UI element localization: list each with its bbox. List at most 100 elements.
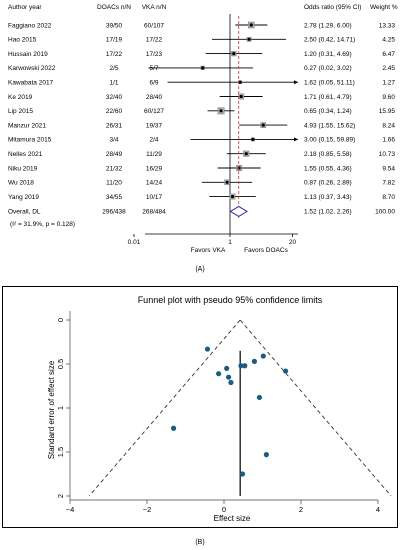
point-estimate [244,152,248,156]
study-or-text: 1.62 (0.05, 51.11) [304,80,355,87]
study-or-text: 0.87 (0.26, 2.89) [304,180,352,187]
study-or-text: 2.50 (0.42, 14.71) [304,37,355,44]
study-vka: 11/29 [146,151,162,158]
study-or-text: 0.65 (0.34, 1.24) [304,108,352,115]
study-point [204,346,211,352]
x-tick-label: −4 [66,505,75,514]
point-estimate [249,23,253,27]
study-point [283,368,289,374]
study-doacs: 1/1 [109,80,118,87]
y-tick-label: 1.5 [56,447,65,457]
study-name: Mitamura 2015 [8,137,52,144]
study-or-text: 1.13 (0.37, 3.43) [304,194,352,201]
point-estimate [201,66,205,70]
funnel-x-ticks: −4 −2 0 2 4 [66,500,380,514]
point-estimate [230,195,235,199]
study-name: Manzur 2021 [8,122,46,129]
study-weight: 9.60 [382,94,395,101]
upper-confidence-limit [239,319,392,497]
x-tick-label: 4 [376,505,380,514]
header-weight: Weight % [370,4,398,11]
overall-diamond [229,205,248,217]
overall-name: Overall, DL [8,209,41,216]
study-vka: 6/9 [149,80,158,87]
forest-plot: Author year DOACs n/N VKA n/N Odds ratio… [8,4,398,273]
study-vka: 10/17 [146,194,163,201]
point-estimate [219,109,223,113]
study-vka: 60/107 [144,22,164,29]
overall-doacs: 296/438 [102,209,126,216]
funnel-limit-lines [88,319,392,497]
study-doacs: 26/31 [106,122,123,129]
study-weight: 15.95 [379,108,396,115]
study-vka: 2/4 [149,137,158,144]
funnel-y-label: Standard error of effect size [47,360,56,459]
study-or-text: 3.00 (0.15, 59.89) [304,137,355,144]
study-name: Nelles 2021 [8,151,43,158]
study-weight: 2.45 [382,65,395,72]
point-estimate [238,80,242,84]
study-point [239,471,246,477]
y-tick-label: 1 [56,406,65,410]
study-doacs: 3/4 [109,137,118,144]
study-name: Lip 2015 [8,108,33,115]
study-vka: 17/22 [146,37,163,44]
study-vka: 14/24 [146,180,163,187]
overall-vka: 268/484 [142,209,166,216]
y-tick-label: 0 [56,318,65,322]
study-point [238,363,244,369]
lower-confidence-limit [88,319,241,497]
study-point [226,374,232,380]
study-doacs: 21/32 [106,165,123,172]
study-weight: 4.25 [382,37,395,44]
ci-arrow [294,80,298,85]
point-estimate [225,180,229,184]
study-doacs: 17/19 [106,37,123,44]
funnel-y-ticks: 0 0.5 1 1.5 2 [56,318,70,498]
study-or-text: 1.71 (0.61, 4.79) [304,94,352,101]
funnel-points [170,346,289,477]
study-name: Wu 2018 [8,180,34,187]
study-point [260,353,266,359]
study-doacs: 34/55 [106,194,123,201]
study-point [256,394,263,401]
funnel-x-label: Effect size [214,514,251,523]
funnel-title: Funnel plot with pseudo 95% confidence l… [138,295,323,305]
study-weight: 1.27 [382,80,395,87]
study-weight: 8.24 [382,122,395,129]
study-vka: 17/23 [146,51,163,58]
header-vka: VKA n/N [142,4,167,11]
study-name: Kawabata 2017 [8,80,54,87]
panel-label-a: (A) [195,266,204,273]
study-point [263,452,269,458]
study-weight: 6.47 [382,51,395,58]
funnel-plot: Funnel plot with pseudo 95% confidence l… [2,286,398,546]
study-or-text: 2.18 (0.85, 5.58) [304,151,352,158]
overall-or-text: 1.52 (1.02, 2.26) [304,209,352,216]
x-tick-label: 0 [222,505,226,514]
study-vka: 28/40 [146,94,163,101]
study-point [216,371,222,377]
study-doacs: 2/5 [109,65,118,72]
study-name: Niku 2019 [8,165,38,172]
study-name: Yang 2019 [8,194,39,201]
study-or-text: 1.55 (0.55, 4.36) [304,165,352,172]
study-doacs: 22/60 [106,108,123,115]
study-weight: 8.70 [382,194,395,201]
study-name: Hao 2015 [8,37,37,44]
x-tick-label: 1 [228,239,232,246]
point-estimate [261,123,265,127]
study-doacs: 32/40 [106,94,123,101]
study-weight: 7.82 [382,180,395,187]
study-or-text: 2.78 (1.29, 6.00) [304,22,352,29]
study-vka: 60/127 [144,108,164,115]
study-name: Karwowski 2022 [8,65,56,72]
study-doacs: 28/49 [106,151,123,158]
study-vka: 19/37 [146,122,163,129]
study-doacs: 39/50 [106,22,123,29]
x-tick-label: −2 [143,505,152,514]
study-vka: 5/7 [149,65,158,72]
funnel-panel-border [2,286,398,528]
study-point [242,363,248,369]
